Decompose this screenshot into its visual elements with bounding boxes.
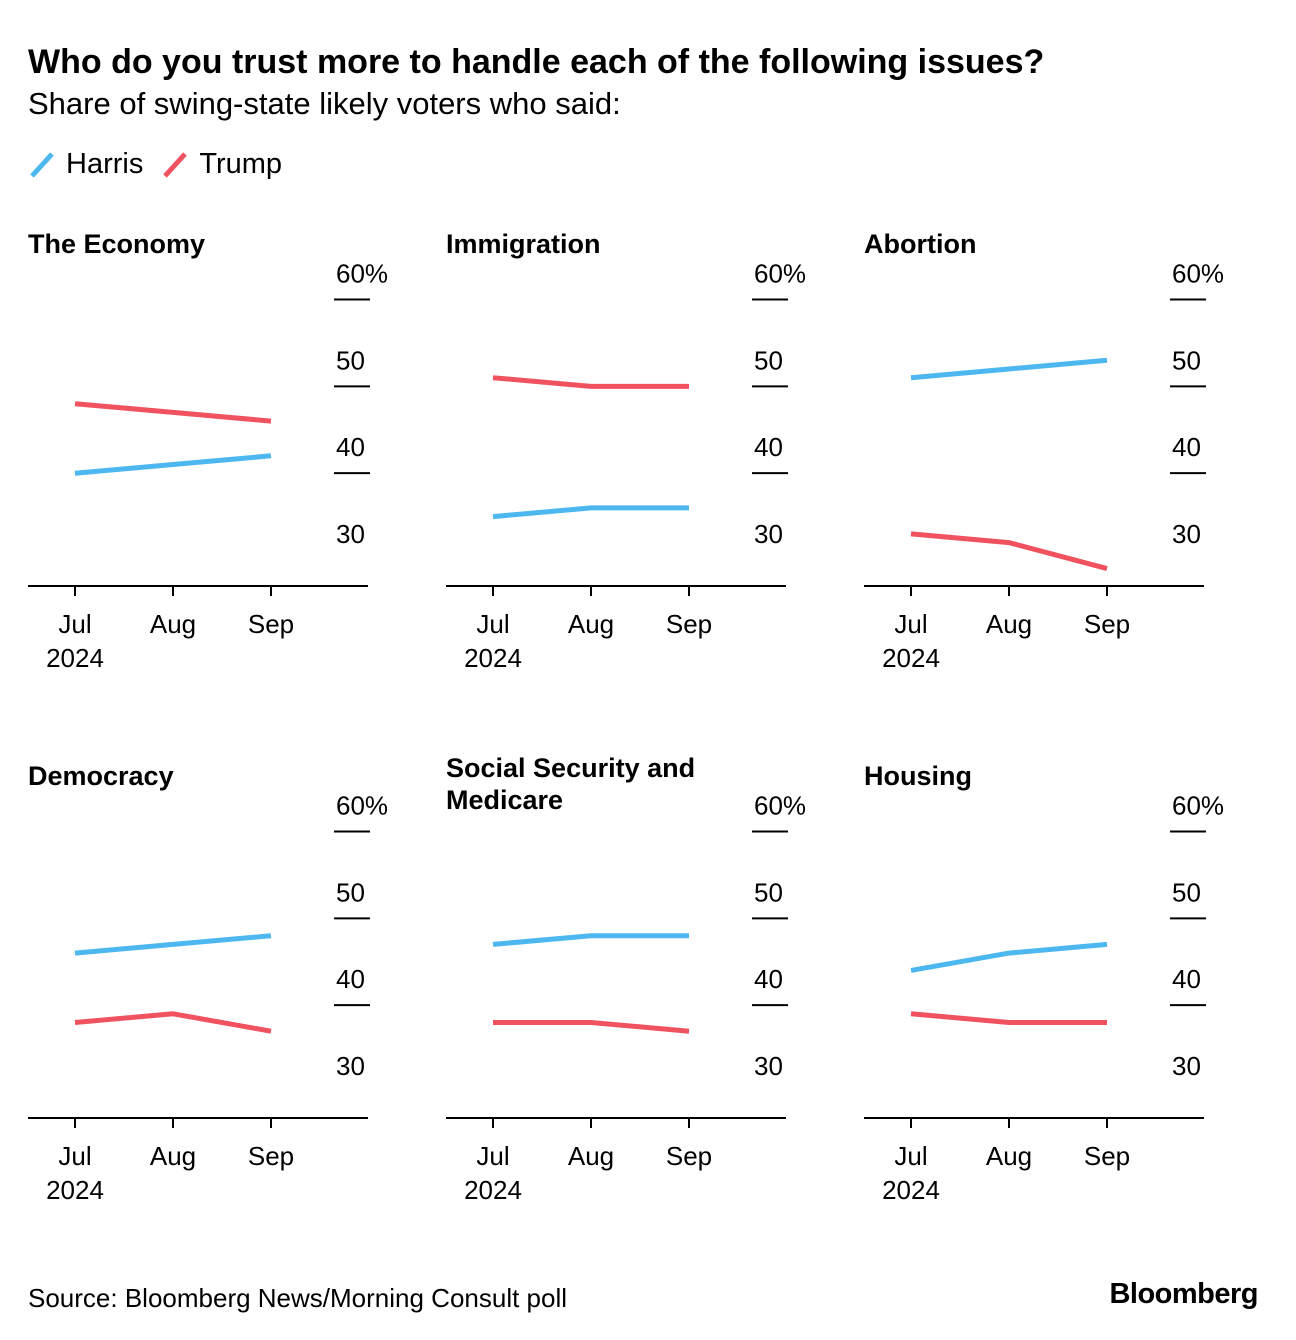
y-tick-label-50: 50 <box>1172 345 1201 375</box>
y-tick-label-40: 40 <box>754 964 783 994</box>
y-tick-label-30: 30 <box>1172 1051 1201 1081</box>
series-line-harris <box>910 357 1108 381</box>
x-tick-label-sep: Sep <box>666 1141 712 1171</box>
y-tick-label-30: 30 <box>754 519 783 549</box>
x-year-label: 2024 <box>882 1175 940 1205</box>
panel-title: The Economy <box>28 229 206 259</box>
legend-swatch-trump <box>163 152 188 178</box>
series-line-harris <box>492 505 689 520</box>
y-tick-label-60: 60% <box>336 791 388 821</box>
series-line-harris <box>492 933 689 947</box>
series-line-trump <box>910 531 1108 572</box>
y-tick-label-30: 30 <box>1172 519 1201 549</box>
legend-swatch-harris <box>30 152 54 178</box>
panel-democracy: Democracy 30 40 50 60% Jul Aug Sep 2024 <box>28 760 428 1240</box>
panel-housing: Housing 30 40 50 60% Jul Aug Sep 2024 <box>864 760 1264 1240</box>
legend-item-harris: Harris <box>28 144 143 184</box>
panel-plot: 30 40 50 60% Jul Aug Sep 2024 <box>446 259 806 673</box>
legend-label-trump: Trump <box>199 148 283 180</box>
x-tick-label-aug: Aug <box>568 609 614 639</box>
legend-item-trump: Trump <box>161 144 282 184</box>
panel-title: Immigration <box>446 229 601 259</box>
panel-plot: 30 40 50 60% Jul Aug Sep 2024 <box>864 791 1224 1205</box>
panel-social-security-and-medicare: Social Security and Medicare 30 40 50 60% Ju… <box>446 753 846 1240</box>
x-tick-label-sep: Sep <box>248 1141 294 1171</box>
panel-title: Social Security and Medicare <box>446 753 696 815</box>
bloomberg-logo: Bloomberg <box>1109 1278 1258 1310</box>
x-tick-label-aug: Aug <box>150 1141 196 1171</box>
y-tick-label-40: 40 <box>336 432 365 462</box>
series-line-trump <box>910 1011 1107 1025</box>
x-tick-label-aug: Aug <box>150 609 196 639</box>
panel-the-economy: The Economy 30 40 50 60% Jul Aug Sep 2024 <box>28 228 428 708</box>
y-tick-label-50: 50 <box>754 345 783 375</box>
panel-plot: 30 40 50 60% Jul Aug Sep 2024 <box>446 791 806 1205</box>
panel-title: Abortion <box>864 229 977 259</box>
x-year-label: 2024 <box>46 643 104 673</box>
panel-immigration: Immigration 30 40 50 60% Jul Aug Sep 2024 <box>446 228 846 708</box>
x-year-label: 2024 <box>464 643 522 673</box>
x-year-label: 2024 <box>464 1175 522 1205</box>
panel-abortion: Abortion 30 40 50 60% Jul Aug Sep 2024 <box>864 228 1264 708</box>
series-line-trump <box>74 1011 272 1034</box>
chart-title: Who do you trust more to handle each of … <box>28 43 1045 81</box>
panel-title: Democracy <box>28 761 174 791</box>
x-tick-label-aug: Aug <box>986 609 1032 639</box>
legend: Harris Trump <box>28 144 300 184</box>
panel-plot: 30 40 50 60% Jul Aug Sep 2024 <box>28 259 388 673</box>
source-note: Source: Bloomberg News/Morning Consult p… <box>28 1283 568 1313</box>
x-tick-label-jul: Jul <box>58 1141 91 1171</box>
chart-subtitle: Share of swing-state likely voters who s… <box>28 86 621 121</box>
y-tick-label-40: 40 <box>336 964 365 994</box>
legend-swatch-trump-line <box>163 152 188 178</box>
legend-label-harris: Harris <box>66 148 144 180</box>
y-tick-label-60: 60% <box>754 259 806 289</box>
x-tick-label-sep: Sep <box>1084 1141 1130 1171</box>
y-tick-label-60: 60% <box>336 259 388 289</box>
panel-plot: 30 40 50 60% Jul Aug Sep 2024 <box>28 791 388 1205</box>
x-year-label: 2024 <box>46 1175 104 1205</box>
x-tick-label-jul: Jul <box>476 609 509 639</box>
series-line-trump <box>493 1020 690 1034</box>
x-tick-label-aug: Aug <box>568 1141 614 1171</box>
series-line-harris <box>74 453 272 476</box>
x-tick-label-jul: Jul <box>476 1141 509 1171</box>
y-tick-label-30: 30 <box>336 519 365 549</box>
series-line-harris <box>74 933 272 956</box>
y-tick-label-50: 50 <box>336 345 365 375</box>
panel-title: Housing <box>864 761 972 791</box>
x-tick-label-aug: Aug <box>986 1141 1032 1171</box>
series-line-harris <box>910 941 1108 973</box>
x-tick-label-sep: Sep <box>1084 609 1130 639</box>
y-tick-label-60: 60% <box>754 791 806 821</box>
x-tick-label-jul: Jul <box>894 1141 927 1171</box>
y-tick-label-40: 40 <box>1172 432 1201 462</box>
y-tick-label-30: 30 <box>336 1051 365 1081</box>
x-tick-label-jul: Jul <box>894 609 927 639</box>
legend-swatch-harris-line <box>30 152 54 178</box>
x-tick-label-sep: Sep <box>666 609 712 639</box>
x-tick-label-sep: Sep <box>248 609 294 639</box>
series-line-trump <box>492 375 689 389</box>
series-line-trump <box>74 401 272 424</box>
panel-plot: 30 40 50 60% Jul Aug Sep 2024 <box>864 259 1224 673</box>
x-tick-label-jul: Jul <box>58 609 91 639</box>
y-tick-label-40: 40 <box>1172 964 1201 994</box>
y-tick-label-50: 50 <box>336 877 365 907</box>
y-tick-label-50: 50 <box>1172 877 1201 907</box>
y-tick-label-40: 40 <box>754 432 783 462</box>
x-year-label: 2024 <box>882 643 940 673</box>
y-tick-label-30: 30 <box>754 1051 783 1081</box>
y-tick-label-50: 50 <box>754 877 783 907</box>
y-tick-label-60: 60% <box>1172 259 1224 289</box>
y-tick-label-60: 60% <box>1172 791 1224 821</box>
